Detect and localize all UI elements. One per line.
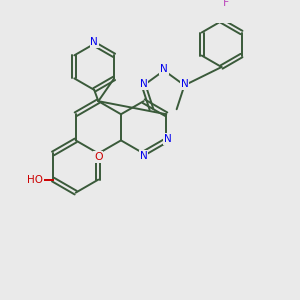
Text: N: N [140,79,148,89]
Text: HO: HO [27,175,43,184]
Text: F: F [223,0,229,8]
Text: N: N [160,64,168,74]
Text: N: N [164,134,172,144]
Text: N: N [90,38,98,47]
Text: O: O [94,152,103,162]
Text: N: N [181,79,188,89]
Text: N: N [140,151,148,161]
